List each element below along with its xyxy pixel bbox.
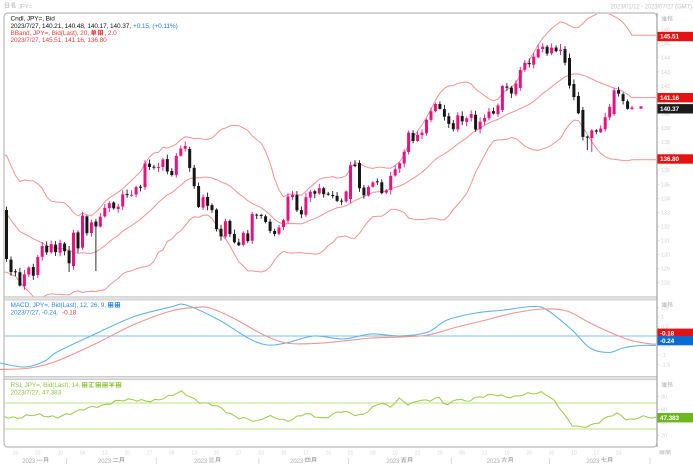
- svg-text:144: 144: [661, 56, 670, 62]
- svg-text:140.37: 140.37: [660, 106, 679, 113]
- svg-text:JPY=: JPY=: [18, 4, 33, 10]
- svg-text:12: 12: [482, 451, 488, 457]
- svg-text:139: 139: [661, 126, 670, 132]
- svg-text:+0.15, (+0.11%): +0.15, (+0.11%): [133, 23, 178, 30]
- svg-text:24: 24: [325, 451, 331, 457]
- svg-text:27: 27: [147, 451, 153, 457]
- svg-text:2023: 2023: [586, 459, 600, 465]
- svg-text:-0.24: -0.24: [660, 338, 675, 345]
- svg-text:0.5: 0.5: [661, 325, 669, 331]
- svg-text:40: 40: [661, 421, 667, 427]
- svg-text:47.383: 47.383: [660, 415, 679, 422]
- svg-text:08: 08: [370, 451, 376, 457]
- svg-text:2023/7/27, 140.21, 140.48, 140: 2023/7/27, 140.21, 140.48, 140.17, 140.3…: [11, 23, 132, 30]
- svg-text:|: |: [258, 459, 260, 465]
- svg-text:145.51: 145.51: [660, 34, 679, 41]
- svg-text:MACD, JPY=, Bid(Last), 12, 26,: MACD, JPY=, Bid(Last), 12, 26, 9,: [11, 302, 107, 309]
- svg-text:10: 10: [571, 451, 577, 457]
- svg-text:136.80: 136.80: [660, 156, 679, 163]
- svg-text:131: 131: [661, 239, 670, 245]
- svg-text:05: 05: [459, 451, 465, 457]
- svg-text:01: 01: [348, 451, 354, 457]
- svg-text:128: 128: [661, 281, 670, 287]
- svg-text:06: 06: [80, 451, 86, 457]
- svg-text:80: 80: [661, 395, 667, 401]
- svg-text:20: 20: [124, 451, 130, 457]
- svg-text:29: 29: [437, 451, 443, 457]
- svg-text:141.16: 141.16: [660, 95, 679, 102]
- svg-text:142: 142: [661, 84, 670, 90]
- svg-text:06: 06: [169, 451, 175, 457]
- svg-text:15: 15: [392, 451, 398, 457]
- svg-text:133: 133: [661, 210, 670, 216]
- svg-text:, 2.0: , 2.0: [105, 30, 118, 37]
- svg-text:03: 03: [258, 451, 264, 457]
- svg-text:23: 23: [35, 451, 41, 457]
- svg-text:03: 03: [549, 451, 555, 457]
- svg-text:13: 13: [191, 451, 197, 457]
- svg-text:22: 22: [415, 451, 421, 457]
- svg-text:|: |: [348, 459, 350, 465]
- svg-text:60: 60: [661, 408, 667, 414]
- svg-text:132: 132: [661, 225, 670, 231]
- svg-text:10: 10: [281, 451, 287, 457]
- svg-text:2023/01/12 - 2023/07/27 (GMT): 2023/01/12 - 2023/07/27 (GMT): [611, 4, 693, 10]
- svg-text:20: 20: [214, 451, 220, 457]
- svg-text:30: 30: [57, 451, 63, 457]
- svg-text:|: |: [549, 459, 551, 465]
- svg-text:2023/7/27, 47.383: 2023/7/27, 47.383: [11, 389, 62, 396]
- svg-text:2023: 2023: [98, 459, 112, 465]
- svg-text:27: 27: [236, 451, 242, 457]
- svg-text:RSI, JPY=, Bid(Last), 14,: RSI, JPY=, Bid(Last), 14,: [11, 382, 81, 389]
- svg-text:2023/7/27, -0.24,: 2023/7/27, -0.24,: [11, 309, 59, 316]
- svg-text:17: 17: [303, 451, 309, 457]
- svg-text:24: 24: [616, 451, 622, 457]
- svg-text:129: 129: [661, 267, 670, 273]
- svg-text:2023: 2023: [386, 459, 400, 465]
- svg-text:130: 130: [661, 253, 670, 259]
- svg-text:|: |: [66, 459, 68, 465]
- svg-text:-0.5: -0.5: [661, 344, 670, 350]
- svg-text:146: 146: [661, 28, 670, 34]
- svg-text:20: 20: [661, 434, 667, 440]
- svg-text:143: 143: [661, 70, 670, 76]
- svg-text:2023: 2023: [290, 459, 304, 465]
- svg-text:-1.5: -1.5: [661, 363, 670, 369]
- svg-text:|: |: [649, 459, 651, 465]
- svg-text:138: 138: [661, 140, 670, 146]
- svg-text:2023/7/27, 145.51, 141.16, 136: 2023/7/27, 145.51, 141.16, 136.80: [11, 37, 108, 44]
- svg-text:2023: 2023: [487, 459, 501, 465]
- svg-text:135: 135: [661, 182, 670, 188]
- svg-text:136: 136: [661, 168, 670, 174]
- svg-text:1.5: 1.5: [661, 306, 669, 312]
- svg-text:17: 17: [594, 451, 600, 457]
- svg-text:26: 26: [527, 451, 533, 457]
- svg-text:Cndl, JPY=, Bid: Cndl, JPY=, Bid: [11, 16, 56, 23]
- svg-text:19: 19: [504, 451, 510, 457]
- svg-text:1: 1: [661, 315, 664, 321]
- svg-text:13: 13: [102, 451, 108, 457]
- svg-text:2023: 2023: [22, 459, 36, 465]
- svg-text:16: 16: [13, 451, 19, 457]
- svg-text:140: 140: [661, 112, 670, 118]
- svg-text:-0.18: -0.18: [62, 309, 77, 316]
- svg-text:145: 145: [661, 42, 670, 48]
- svg-text:-1: -1: [661, 353, 666, 359]
- svg-text:|: |: [450, 459, 452, 465]
- svg-text:-0.18: -0.18: [660, 331, 675, 338]
- svg-text:|: |: [155, 459, 157, 465]
- svg-text:2023: 2023: [194, 459, 208, 465]
- svg-text:BBand, JPY=, Bid(Last), 20,: BBand, JPY=, Bid(Last), 20,: [11, 30, 90, 37]
- svg-text:134: 134: [661, 196, 670, 202]
